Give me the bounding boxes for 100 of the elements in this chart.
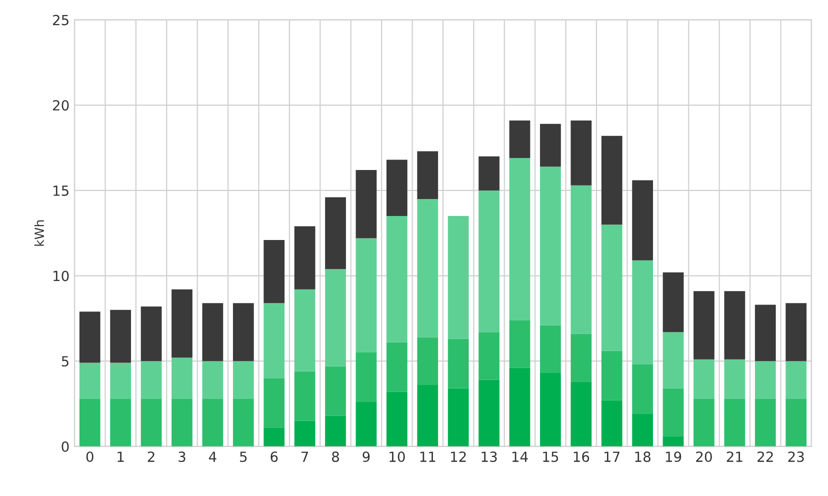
bar	[417, 151, 438, 199]
bar	[540, 373, 561, 446]
bar	[110, 310, 132, 363]
bar	[478, 190, 500, 332]
bar	[140, 361, 162, 399]
bar	[110, 362, 132, 399]
bar	[786, 361, 807, 399]
bar	[662, 272, 684, 332]
y-tick-label: 25	[53, 14, 68, 26]
bar	[632, 364, 653, 414]
bar	[386, 160, 408, 216]
bar	[264, 303, 285, 378]
bar	[724, 359, 746, 399]
bar	[172, 398, 192, 446]
bar	[570, 334, 592, 382]
x-tick-label: 22	[758, 452, 773, 462]
x-tick-label: 14	[512, 452, 528, 462]
bar	[662, 436, 684, 446]
bar	[570, 382, 592, 446]
bar	[632, 260, 653, 364]
x-tick-label: 17	[604, 452, 620, 462]
bar	[754, 398, 776, 446]
bar	[448, 338, 469, 388]
bar	[79, 362, 100, 399]
bar	[356, 238, 377, 353]
y-axis-title: kWh	[34, 220, 44, 246]
x-tick-label: 2	[148, 452, 154, 462]
x-tick-label: 6	[270, 452, 278, 462]
bar	[325, 366, 346, 416]
bar	[202, 361, 224, 399]
bar	[509, 368, 530, 446]
x-tick-label: 15	[543, 452, 558, 462]
bar	[417, 384, 438, 446]
y-tick-label: 10	[54, 270, 69, 282]
bar	[601, 350, 622, 400]
bar	[202, 398, 224, 446]
bar	[294, 289, 316, 372]
x-tick-label: 0	[86, 452, 94, 462]
y-tick-label: 0	[62, 441, 69, 452]
bar	[356, 170, 377, 238]
bar	[110, 398, 132, 446]
bar	[264, 240, 285, 304]
bar	[601, 224, 622, 351]
bar	[264, 428, 285, 446]
x-tick-label: 10	[390, 452, 405, 462]
bar	[232, 303, 254, 362]
bar	[478, 332, 500, 380]
bar	[79, 398, 100, 446]
bar	[540, 124, 561, 167]
bar	[386, 392, 408, 446]
bar	[509, 158, 530, 320]
x-tick-label: 4	[208, 452, 216, 462]
bar	[786, 398, 807, 446]
bar	[478, 156, 500, 190]
bar	[601, 136, 622, 225]
bar	[202, 303, 224, 362]
bar	[694, 291, 714, 360]
bar	[172, 289, 192, 358]
x-tick-label: 11	[420, 452, 436, 462]
bar	[140, 398, 162, 446]
x-tick-label: 23	[788, 452, 804, 462]
y-tick-label: 5	[62, 356, 68, 367]
bar	[356, 402, 377, 446]
bar	[79, 312, 100, 363]
bar	[294, 371, 316, 421]
x-tick-label: 3	[178, 452, 186, 462]
x-tick-label: 19	[666, 452, 682, 462]
bar	[448, 216, 469, 339]
x-tick-label: 1	[118, 452, 124, 462]
bar	[356, 352, 377, 402]
bar	[662, 332, 684, 388]
bar	[325, 268, 346, 366]
bar	[570, 120, 592, 186]
bar	[386, 216, 408, 342]
bar	[632, 180, 653, 260]
bar	[448, 388, 469, 446]
y-tick-label: 20	[53, 100, 69, 111]
x-tick-label: 20	[696, 452, 712, 462]
bar	[509, 120, 530, 158]
x-tick-label: 9	[362, 452, 370, 462]
bar	[294, 226, 316, 290]
x-tick-label: 13	[482, 452, 497, 462]
x-tick-label: 12	[451, 452, 466, 462]
bar	[478, 380, 500, 446]
bar	[325, 197, 346, 269]
bar	[754, 361, 776, 399]
bar	[694, 359, 714, 399]
bar	[724, 291, 746, 360]
bar	[694, 398, 714, 446]
bar	[724, 398, 746, 446]
bar	[232, 361, 254, 399]
bar	[417, 198, 438, 338]
x-tick-label: 8	[332, 452, 339, 462]
bar	[509, 320, 530, 368]
bar	[786, 303, 807, 362]
x-tick-label: 21	[726, 452, 742, 462]
x-tick-label: 7	[302, 452, 308, 462]
x-tick-label: 18	[635, 452, 650, 462]
x-tick-label: 5	[240, 452, 247, 462]
bar	[294, 420, 316, 446]
